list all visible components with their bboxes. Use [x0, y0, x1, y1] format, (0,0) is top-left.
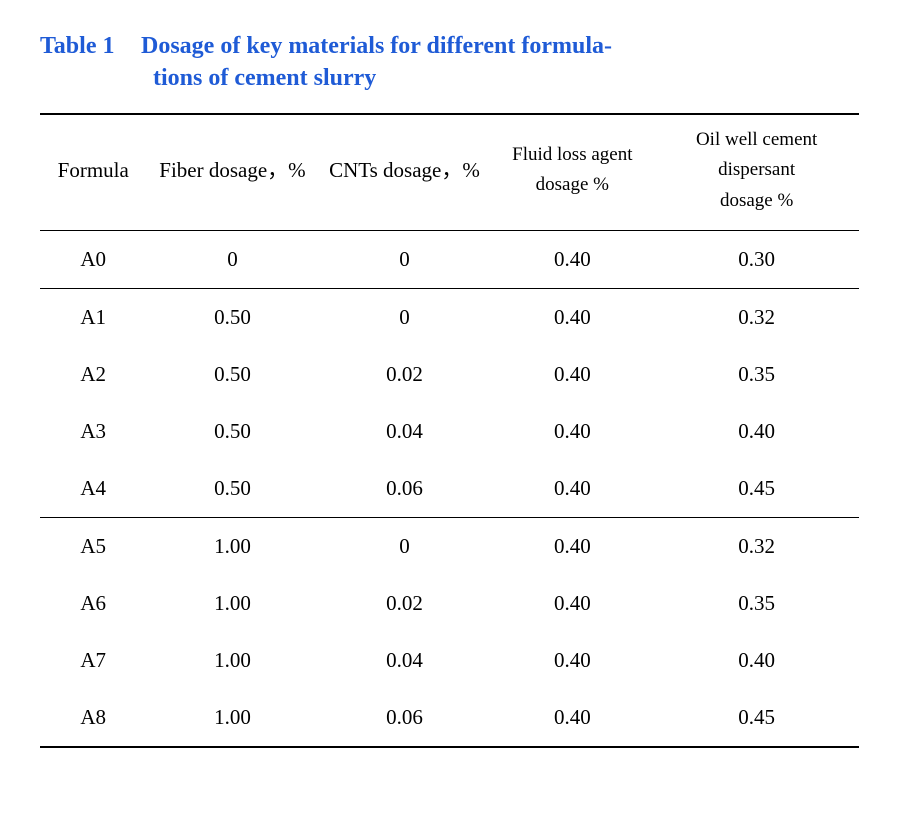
- cell-cnts: 0.02: [318, 575, 490, 632]
- cell-fluid: 0.40: [490, 689, 654, 747]
- header-text-line1: Fluid loss agent: [512, 144, 632, 165]
- cell-formula: A3: [40, 403, 146, 460]
- table-row: A61.000.020.400.35: [40, 575, 859, 632]
- cell-cnts: 0: [318, 517, 490, 575]
- cell-formula: A2: [40, 346, 146, 403]
- cell-fluid: 0.40: [490, 230, 654, 288]
- cell-disp: 0.30: [654, 230, 859, 288]
- cell-disp: 0.45: [654, 689, 859, 747]
- header-text: CNTs dosage，%: [329, 158, 480, 182]
- cell-formula: A1: [40, 288, 146, 346]
- cell-formula: A7: [40, 632, 146, 689]
- cell-disp: 0.35: [654, 346, 859, 403]
- cell-formula: A5: [40, 517, 146, 575]
- cell-disp: 0.45: [654, 460, 859, 518]
- cell-cnts: 0: [318, 230, 490, 288]
- col-header-fiber: Fiber dosage，%: [146, 114, 318, 231]
- cell-cnts: 0.06: [318, 689, 490, 747]
- cell-formula: A0: [40, 230, 146, 288]
- table-body: A0000.400.30A10.5000.400.32A20.500.020.4…: [40, 230, 859, 747]
- col-header-cnts: CNTs dosage，%: [318, 114, 490, 231]
- dosage-table: Formula Fiber dosage，% CNTs dosage，% Flu…: [40, 113, 859, 748]
- cell-fiber: 1.00: [146, 689, 318, 747]
- cell-cnts: 0.04: [318, 632, 490, 689]
- table-row: A51.0000.400.32: [40, 517, 859, 575]
- table-row: A20.500.020.400.35: [40, 346, 859, 403]
- cell-fiber: 0.50: [146, 346, 318, 403]
- cell-cnts: 0.02: [318, 346, 490, 403]
- cell-fluid: 0.40: [490, 346, 654, 403]
- cell-fluid: 0.40: [490, 460, 654, 518]
- cell-fluid: 0.40: [490, 517, 654, 575]
- cell-fluid: 0.40: [490, 575, 654, 632]
- cell-cnts: 0: [318, 288, 490, 346]
- table-row: A40.500.060.400.45: [40, 460, 859, 518]
- cell-disp: 0.32: [654, 517, 859, 575]
- cell-formula: A8: [40, 689, 146, 747]
- cell-formula: A4: [40, 460, 146, 518]
- table-caption: Table 1 Dosage of key materials for diff…: [40, 30, 859, 95]
- table-row: A81.000.060.400.45: [40, 689, 859, 747]
- caption-label: Table 1: [40, 30, 135, 62]
- header-text-line2: dosage %: [720, 190, 793, 211]
- header-text-line1: Oil well cement dispersant: [696, 129, 817, 180]
- caption-title-line1: Dosage of key materials for different fo…: [141, 33, 612, 59]
- cell-cnts: 0.06: [318, 460, 490, 518]
- cell-disp: 0.40: [654, 403, 859, 460]
- col-header-dispersant: Oil well cement dispersant dosage %: [654, 114, 859, 231]
- cell-fiber: 1.00: [146, 575, 318, 632]
- table-row: A30.500.040.400.40: [40, 403, 859, 460]
- cell-fiber: 1.00: [146, 632, 318, 689]
- table-row: A0000.400.30: [40, 230, 859, 288]
- caption-title-line2: tions of cement slurry: [40, 62, 859, 94]
- table-row: A71.000.040.400.40: [40, 632, 859, 689]
- cell-fiber: 0: [146, 230, 318, 288]
- cell-formula: A6: [40, 575, 146, 632]
- cell-fiber: 0.50: [146, 288, 318, 346]
- header-text: Fiber dosage，%: [159, 158, 305, 182]
- col-header-fluid: Fluid loss agent dosage %: [490, 114, 654, 231]
- cell-disp: 0.35: [654, 575, 859, 632]
- cell-cnts: 0.04: [318, 403, 490, 460]
- cell-fiber: 0.50: [146, 403, 318, 460]
- cell-fluid: 0.40: [490, 288, 654, 346]
- table-row: A10.5000.400.32: [40, 288, 859, 346]
- cell-fluid: 0.40: [490, 403, 654, 460]
- cell-fiber: 1.00: [146, 517, 318, 575]
- table-head: Formula Fiber dosage，% CNTs dosage，% Flu…: [40, 114, 859, 231]
- col-header-formula: Formula: [40, 114, 146, 231]
- cell-fiber: 0.50: [146, 460, 318, 518]
- header-text: Formula: [58, 158, 129, 182]
- cell-disp: 0.32: [654, 288, 859, 346]
- header-text-line2: dosage %: [536, 174, 609, 195]
- cell-fluid: 0.40: [490, 632, 654, 689]
- cell-disp: 0.40: [654, 632, 859, 689]
